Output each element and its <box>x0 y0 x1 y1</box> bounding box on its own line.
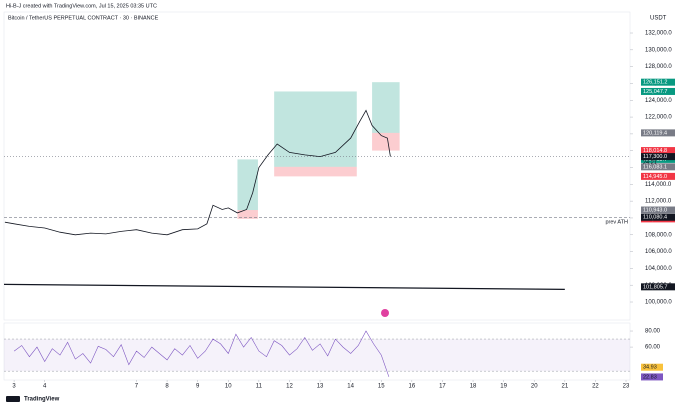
x-tick-label: 14 <box>347 384 354 390</box>
level-tag-label: 110,080.4 <box>643 215 667 221</box>
entry-tag-label: 120,119.4 <box>643 130 667 136</box>
x-tick-label: 23 <box>623 384 630 390</box>
brand: TradingView <box>24 397 60 403</box>
stop-tag <box>641 147 675 155</box>
trendline <box>3 283 565 291</box>
stop-tag <box>641 172 675 180</box>
profit-zone <box>372 82 400 133</box>
rsi-tag <box>641 373 663 381</box>
x-tick-label: 4 <box>43 384 47 390</box>
level-annotation: prev ATH <box>605 220 628 226</box>
target-tag-label: 125,047.7 <box>643 89 667 95</box>
entry-tag <box>641 206 675 214</box>
profit-zone <box>237 159 258 211</box>
level-tag <box>641 213 675 221</box>
stop-tag-label: 118,014.8 <box>643 148 667 154</box>
level-tag <box>641 153 675 161</box>
y-tick-label: 130,000.0 <box>645 47 672 53</box>
symbol-title: Bitcoin / TetherUS PERPETUAL CONTRACT · … <box>8 15 159 21</box>
rsi-tag <box>641 363 663 371</box>
trendline-tag <box>641 283 675 291</box>
rsi-line <box>13 330 390 377</box>
level-tag-label: 117,300.0 <box>643 154 667 160</box>
x-tick-label: 15 <box>378 384 385 390</box>
x-tick-label: 19 <box>500 384 507 390</box>
x-tick-label: 3 <box>12 384 16 390</box>
y-tick-label: 100,000.0 <box>645 300 672 306</box>
rsi-tag-label: 34.93 <box>643 365 657 371</box>
countdown: 24:21 <box>643 160 657 166</box>
x-tick-label: 11 <box>256 384 263 390</box>
entry-tag-label: 116,083.1 <box>643 164 667 170</box>
loss-zone <box>372 132 400 151</box>
y-tick-label: 124,000.0 <box>645 98 672 104</box>
x-tick-label: 10 <box>225 384 232 390</box>
profit-zone <box>274 91 357 167</box>
brand-logo <box>6 396 20 402</box>
x-tick-label: 20 <box>531 384 538 390</box>
price-pane <box>3 11 631 321</box>
x-tick-label: 8 <box>165 384 169 390</box>
rsi-tick-label: 60.00 <box>645 345 661 351</box>
y-tick-label: 122,000.0 <box>645 115 672 121</box>
y-tick-label: 128,000.0 <box>645 64 672 70</box>
x-tick-label: 16 <box>409 384 416 390</box>
entry-tag <box>641 163 675 171</box>
x-tick-label: 7 <box>135 384 139 390</box>
loss-zone <box>274 166 357 177</box>
x-tick-label: 13 <box>317 384 324 390</box>
y-tick-label: 112,000.0 <box>645 199 672 205</box>
x-tick-label: 9 <box>196 384 200 390</box>
target-tag-label: 126,151.2 <box>643 80 667 86</box>
rsi-tick-label: 80.00 <box>645 329 661 335</box>
rsi-tag-label: 22.83 <box>643 374 657 380</box>
creator-note: Hi-B-J created with TradingView.com, Jul… <box>6 3 157 9</box>
target-tag <box>641 87 675 95</box>
x-tick-label: 18 <box>470 384 477 390</box>
stop-tag-label: 114,945.0 <box>643 174 667 180</box>
rsi-band <box>4 339 630 372</box>
trendline-tag-label: 101,805.7 <box>643 284 667 290</box>
y-tick-label: 114,000.0 <box>645 182 672 188</box>
y-tick-label: 132,000.0 <box>645 31 672 37</box>
y-tick-label: 108,000.0 <box>645 232 672 238</box>
x-tick-label: 22 <box>592 384 599 390</box>
x-tick-label: 12 <box>286 384 293 390</box>
x-tick-label: 17 <box>439 384 446 390</box>
loss-zone <box>237 210 258 219</box>
entry-tag-label: 110,943.0 <box>643 207 667 213</box>
y-tick-label: 104,000.0 <box>645 266 672 272</box>
event-icon <box>381 309 389 317</box>
x-tick-label: 21 <box>561 384 568 390</box>
price-line <box>4 109 391 236</box>
target-tag <box>641 78 675 86</box>
y-tick-label: 106,000.0 <box>645 249 672 255</box>
entry-tag <box>641 129 675 137</box>
currency: USDT <box>650 16 667 22</box>
